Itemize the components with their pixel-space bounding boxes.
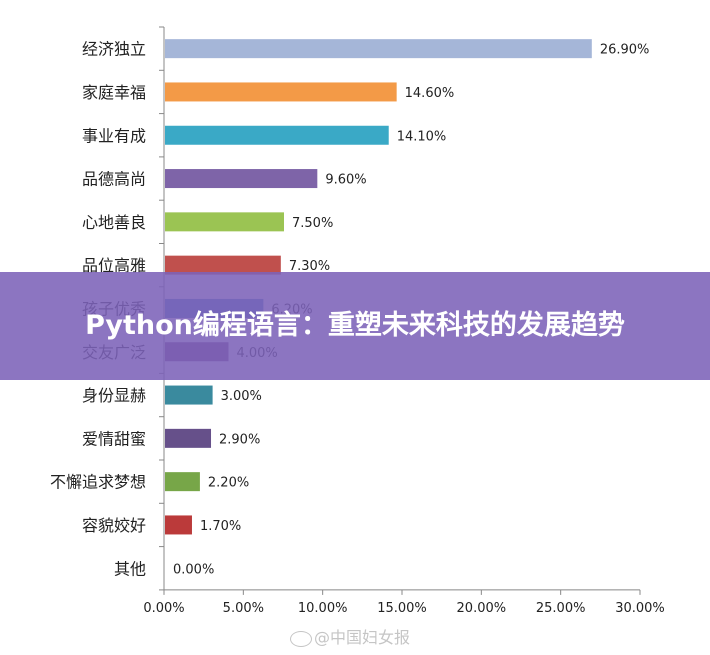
category-label: 心地善良 — [82, 213, 146, 232]
bar — [165, 428, 212, 448]
x-tick-label: 10.00% — [298, 601, 348, 616]
data-label: 26.90% — [600, 43, 650, 58]
bar — [165, 255, 281, 275]
x-tick-label: 5.00% — [223, 601, 264, 616]
data-label: 3.00% — [221, 389, 262, 404]
data-label: 1.70% — [200, 519, 241, 534]
bar — [165, 82, 397, 102]
category-label: 经济独立 — [82, 40, 146, 59]
data-label: 0.00% — [173, 562, 214, 577]
bar — [165, 515, 192, 535]
data-label: 2.20% — [208, 476, 249, 491]
category-label: 不懈追求梦想 — [50, 473, 146, 492]
data-label: 9.60% — [325, 173, 366, 188]
banner-title: Python编程语言：重塑未来科技的发展趋势 — [85, 310, 625, 341]
x-tick-label: 20.00% — [457, 601, 507, 616]
watermark: @中国妇女报 — [290, 624, 410, 648]
watermark-text: @中国妇女报 — [314, 628, 411, 647]
data-label: 14.10% — [397, 129, 447, 144]
weibo-icon — [290, 630, 312, 647]
bar — [165, 125, 389, 145]
bar — [165, 385, 213, 405]
category-label: 事业有成 — [82, 126, 146, 145]
title-banner: Python编程语言：重塑未来科技的发展趋势 — [0, 272, 710, 380]
category-label: 其他 — [114, 559, 146, 578]
x-tick-label: 15.00% — [377, 601, 427, 616]
category-label: 品德高尚 — [82, 170, 146, 189]
data-label: 2.90% — [219, 432, 260, 447]
category-label: 爱情甜蜜 — [82, 429, 146, 448]
category-label: 家庭幸福 — [82, 83, 146, 102]
category-label: 容貌姣好 — [82, 516, 146, 535]
bar — [165, 212, 284, 232]
data-label: 7.50% — [292, 216, 333, 231]
data-label: 7.30% — [289, 259, 330, 274]
bar — [165, 169, 318, 189]
bar — [165, 39, 592, 59]
category-label: 身份显赫 — [82, 386, 146, 405]
bar — [165, 472, 200, 492]
x-tick-label: 30.00% — [615, 601, 665, 616]
x-tick-label: 25.00% — [536, 601, 586, 616]
category-label: 品位高雅 — [82, 256, 146, 275]
x-tick-label: 0.00% — [143, 601, 184, 616]
data-label: 14.60% — [405, 86, 455, 101]
